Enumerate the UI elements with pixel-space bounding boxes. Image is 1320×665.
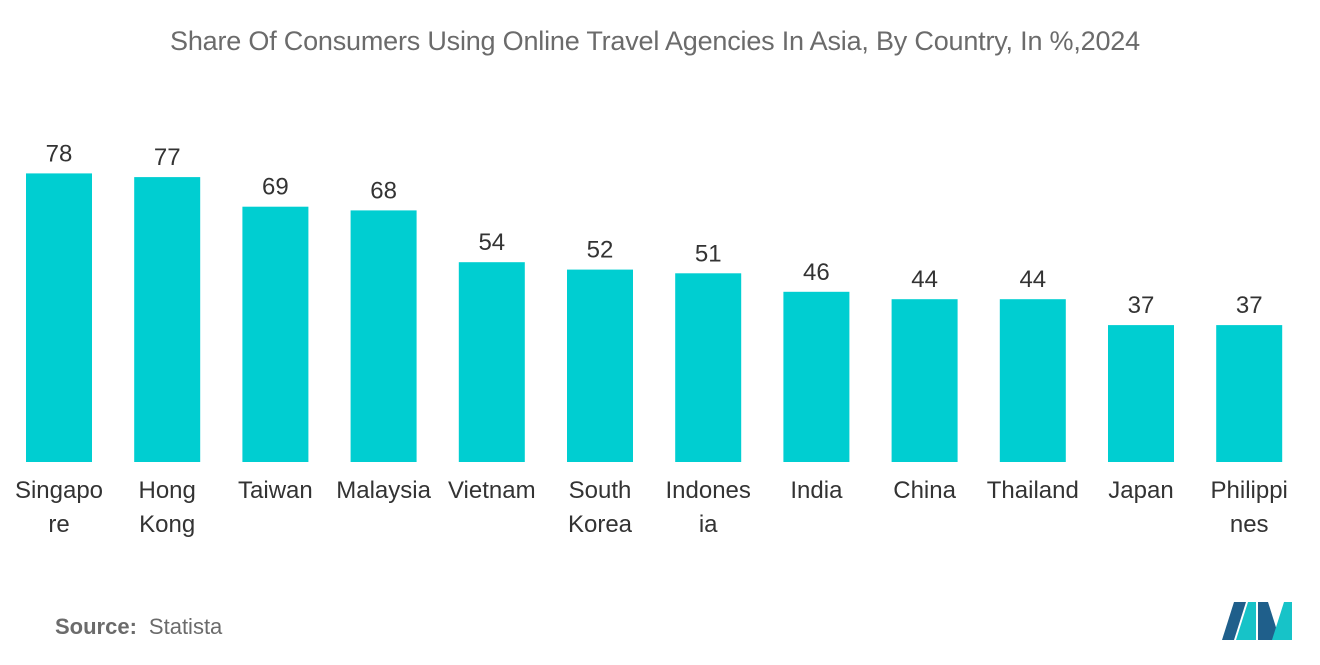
bar — [891, 299, 958, 462]
bar — [1216, 325, 1283, 462]
x-tick-label: India — [790, 477, 843, 504]
data-label: 69 — [262, 174, 289, 201]
x-tick-label: Kong — [139, 511, 195, 538]
x-tick-label: Malaysia — [336, 477, 431, 504]
x-tick-label: ia — [699, 511, 718, 538]
bar — [567, 269, 633, 462]
x-tick-label: Korea — [568, 511, 633, 538]
x-tick-label: Vietnam — [448, 477, 536, 504]
data-label: 68 — [370, 177, 397, 204]
x-tick-label: Thailand — [987, 477, 1079, 504]
bar — [783, 291, 850, 462]
bar — [999, 299, 1066, 462]
bar — [675, 273, 742, 462]
x-tick-label: Japan — [1108, 477, 1173, 504]
data-label: 77 — [154, 144, 181, 171]
x-tick-label: Hong — [139, 477, 196, 504]
x-tick-label: Indones — [665, 477, 750, 504]
source-note: Source: Statista — [55, 614, 222, 640]
x-tick-label: China — [893, 477, 956, 504]
data-label: 78 — [46, 140, 73, 167]
data-label: 46 — [803, 259, 830, 286]
x-tick-label: Taiwan — [238, 477, 313, 504]
chart-title: Share Of Consumers Using Online Travel A… — [170, 26, 1140, 56]
source-value: Statista — [148, 614, 223, 639]
bar — [1108, 325, 1174, 462]
x-tick-label: Singapo — [15, 477, 103, 504]
bar — [134, 177, 201, 462]
x-tick-label: South — [569, 477, 632, 504]
bar — [242, 206, 309, 462]
data-label: 51 — [695, 240, 722, 267]
source-label: Source: — [55, 614, 137, 639]
x-tick-label: Philippi — [1211, 477, 1288, 504]
bar — [350, 210, 417, 462]
x-tick-label: nes — [1230, 511, 1269, 538]
data-label: 37 — [1236, 292, 1263, 319]
data-label: 54 — [478, 229, 505, 256]
data-label: 44 — [911, 266, 938, 293]
data-label: 44 — [1019, 266, 1046, 293]
data-label: 37 — [1128, 292, 1155, 319]
brand-logo-icon — [1222, 602, 1292, 640]
bar — [458, 262, 525, 462]
x-tick-label: re — [48, 511, 69, 538]
data-label: 52 — [587, 237, 614, 264]
bar — [26, 173, 92, 462]
